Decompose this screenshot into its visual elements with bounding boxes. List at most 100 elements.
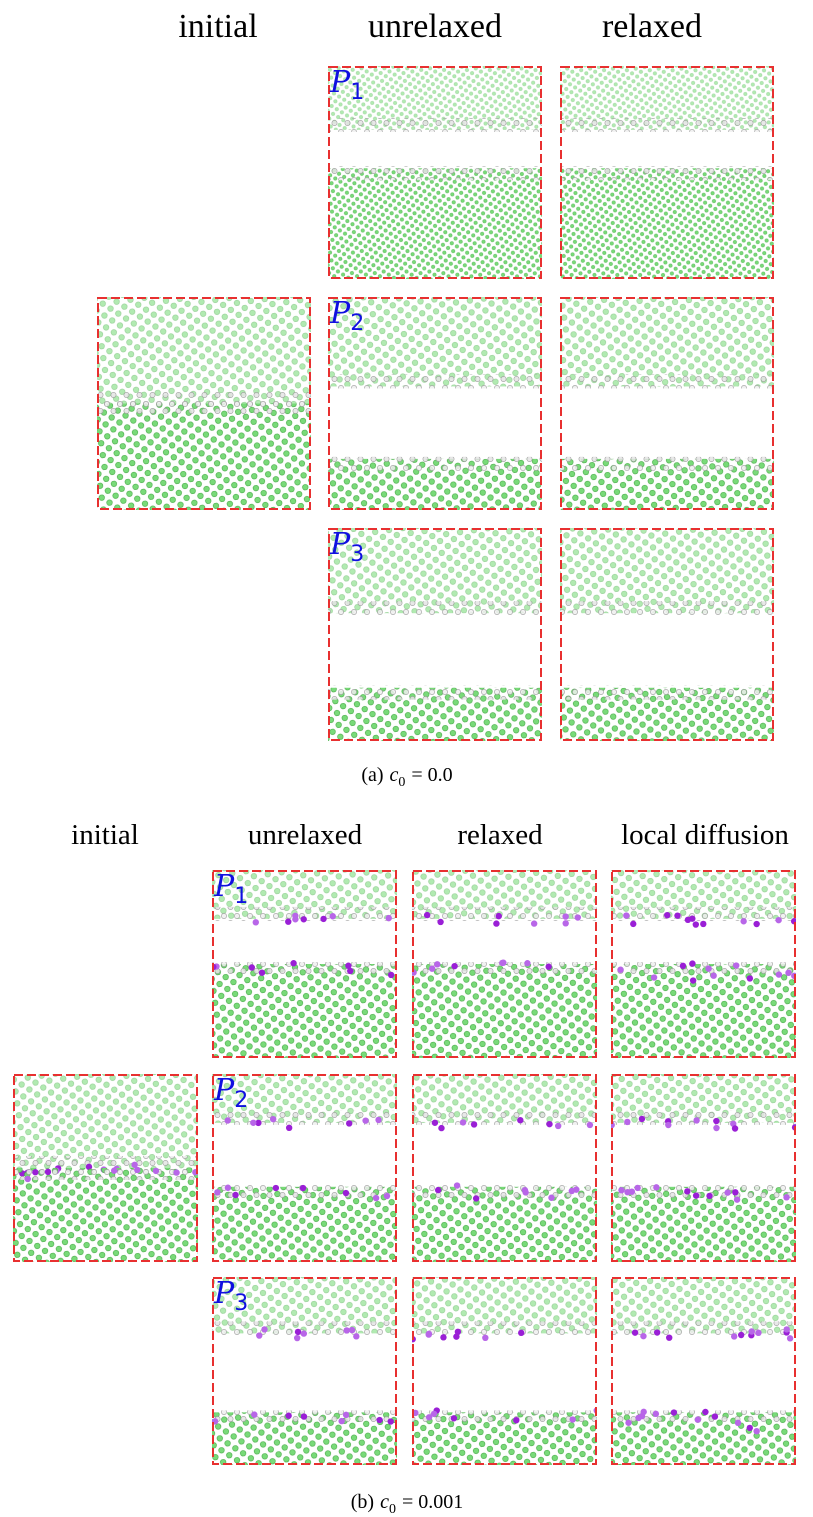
atom-panel (560, 297, 774, 510)
solute-atom (776, 971, 782, 977)
solute-atom (738, 1332, 744, 1338)
solute-atom (724, 1189, 730, 1195)
solute-atom (435, 1187, 441, 1193)
row-letter: P (329, 527, 351, 562)
interface-atoms (560, 166, 774, 180)
interface-atoms (328, 601, 542, 615)
atom-slab (97, 297, 311, 404)
solute-atom (710, 972, 716, 978)
column-header: local diffusion (621, 819, 789, 851)
solute-atom (783, 1194, 789, 1200)
solute-atom (713, 1118, 719, 1124)
row-subscript: 1 (234, 884, 248, 909)
solute-atom (651, 974, 657, 980)
solute-atom (555, 1123, 561, 1129)
solute-atom (471, 1121, 477, 1127)
solute-atom (343, 1190, 349, 1196)
atom-slab (13, 1074, 198, 1168)
solute-atom (665, 1122, 671, 1128)
interface-atoms (560, 118, 774, 132)
solute-atom (693, 1117, 699, 1123)
solute-atom (624, 1119, 630, 1125)
interface-atoms (328, 686, 542, 700)
atom-panel (608, 1074, 798, 1262)
solute-atom (702, 1409, 708, 1415)
solute-atom (680, 963, 686, 969)
atoms (560, 66, 774, 279)
solute-atom (570, 1416, 576, 1422)
caption-value: = 0.0 (411, 764, 452, 786)
solute-atom (285, 1413, 291, 1419)
solute-atom (685, 917, 691, 923)
solute-atom (473, 1195, 479, 1201)
solute-atom (32, 1169, 38, 1175)
solute-atom (294, 1335, 300, 1341)
interface-atoms (328, 118, 542, 132)
atom-panel (412, 1074, 597, 1262)
row-subscript: 1 (350, 80, 364, 105)
atom-slab (560, 297, 774, 386)
caption-var: c (390, 764, 399, 786)
solute-atom (259, 970, 265, 976)
solute-atom (747, 1425, 753, 1431)
figure: initialunrelaxedrelaxedP1P2P3(a)c0= 0.0i… (0, 0, 813, 1517)
column-header: unrelaxed (368, 8, 502, 45)
solute-atom (629, 1188, 635, 1194)
atoms (97, 297, 311, 510)
solute-atom (375, 1117, 381, 1123)
interface-atoms (412, 907, 597, 921)
solute-atom (376, 1417, 382, 1423)
solute-atom (713, 1125, 719, 1131)
solute-atom (695, 1416, 701, 1422)
atoms (611, 870, 797, 1058)
solute-atom (25, 1176, 31, 1182)
solute-atom (573, 1186, 579, 1192)
solute-atom (639, 1116, 645, 1122)
interface-atoms (412, 1410, 597, 1424)
solute-atom (432, 1120, 438, 1126)
caption-label: (a) (361, 764, 383, 786)
solute-atom (438, 1125, 444, 1131)
solute-atom (453, 1333, 459, 1339)
interface-atoms (560, 686, 774, 700)
solute-atom (249, 964, 255, 970)
solute-atom (671, 1409, 677, 1415)
atom-slab (560, 168, 774, 279)
solute-atom (250, 1120, 256, 1126)
solute-atom (173, 1169, 179, 1175)
atoms (13, 1074, 199, 1262)
atom-slab (97, 404, 311, 511)
row-subscript: 2 (234, 1088, 248, 1113)
atom-panel (97, 297, 311, 510)
solute-atom (753, 1428, 759, 1434)
atom-slab (611, 964, 796, 1058)
solute-atom (524, 960, 530, 966)
solute-atom (732, 1125, 738, 1131)
atoms (560, 297, 774, 510)
solute-atom (261, 1326, 267, 1332)
solute-atom (424, 912, 430, 918)
caption-var: c (380, 1491, 389, 1513)
caption-sub: 0 (389, 1502, 396, 1517)
solute-atom (575, 914, 581, 920)
solute-atom (496, 913, 502, 919)
solute-atom (338, 1418, 344, 1424)
solute-atom (623, 912, 629, 918)
solute-atom (562, 913, 568, 919)
solute-atom (451, 1415, 457, 1421)
atoms (611, 1277, 796, 1465)
solute-atom (654, 1329, 660, 1335)
solute-atom (460, 1119, 466, 1125)
atom-panel (611, 870, 797, 1058)
column-header: relaxed (602, 8, 702, 45)
solute-atom (625, 1420, 631, 1426)
solute-atom (674, 912, 680, 918)
atom-slab (560, 528, 774, 613)
solute-atom (705, 965, 711, 971)
solute-atom (353, 1333, 359, 1339)
solute-atom (301, 1413, 307, 1419)
row-letter: P (213, 869, 235, 904)
interface-atoms (611, 907, 796, 921)
interface-atoms (328, 166, 542, 180)
